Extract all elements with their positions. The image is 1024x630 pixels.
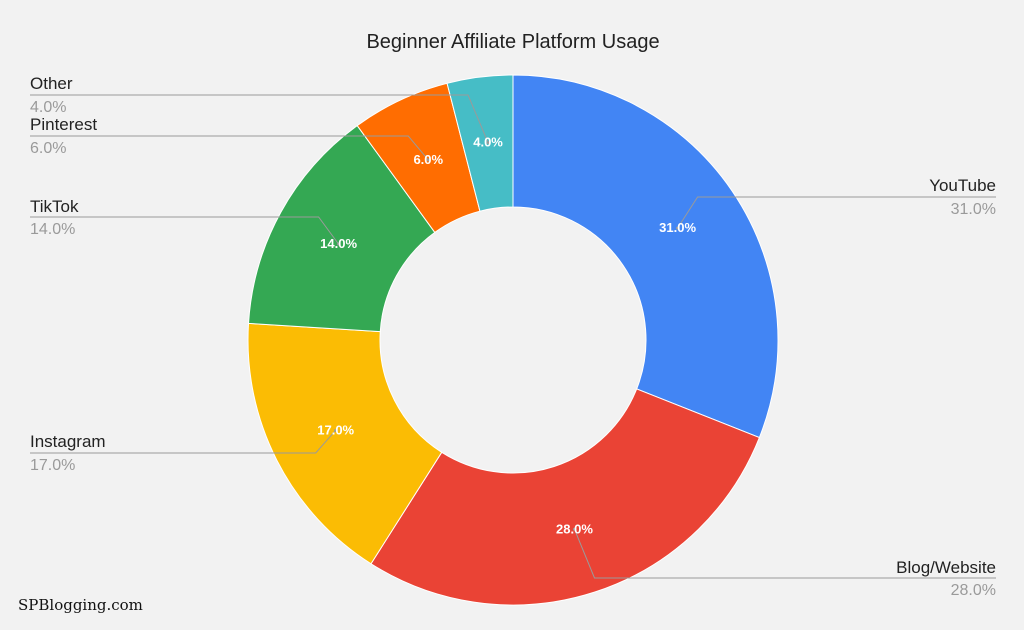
leader-lines-group <box>30 94 996 579</box>
outside-value-instagram: 17.0% <box>30 457 75 474</box>
slice-youtube[interactable] <box>512 74 779 439</box>
leader-line-youtube <box>677 196 996 229</box>
leader-line-tiktok <box>30 216 340 245</box>
labels-group: 31.0% YouTube 31.0% 28.0% Blog/Website 28.0% 1… <box>30 74 996 599</box>
outside-value-tiktok: 14.0% <box>30 221 75 238</box>
slice-value-label-instagram: 17.0% <box>317 422 354 437</box>
outside-label-pinterest: Pinterest <box>30 115 97 134</box>
slice-blog-website[interactable] <box>370 388 761 606</box>
slice-value-label-other: 4.0% <box>473 135 503 150</box>
outside-value-youtube: 31.0% <box>951 201 996 218</box>
slice-value-label-tiktok: 14.0% <box>320 236 357 251</box>
slice-instagram[interactable] <box>247 322 443 565</box>
watermark: SPBlogging.com <box>18 596 143 614</box>
slice-value-label-blog-website: 28.0% <box>556 521 593 536</box>
outside-label-blog-website: Blog/Website <box>896 558 996 577</box>
outside-label-youtube: YouTube <box>929 176 996 195</box>
outside-label-other: Other <box>30 74 73 93</box>
leader-line-instagram <box>30 430 337 454</box>
slice-value-label-pinterest: 6.0% <box>413 152 443 167</box>
leader-line-pinterest <box>30 135 429 161</box>
leader-line-other <box>30 94 489 143</box>
outside-label-instagram: Instagram <box>30 432 106 451</box>
outside-value-blog-website: 28.0% <box>951 582 996 599</box>
slice-value-label-youtube: 31.0% <box>659 220 696 235</box>
outside-label-tiktok: TikTok <box>30 197 79 216</box>
slice-tiktok[interactable] <box>247 124 436 333</box>
outside-value-pinterest: 6.0% <box>30 140 66 157</box>
leader-line-blog-website <box>574 529 996 579</box>
outside-value-other: 4.0% <box>30 99 66 116</box>
slice-other[interactable] <box>446 74 514 212</box>
chart-title: Beginner Affiliate Platform Usage <box>366 31 659 53</box>
slices-group <box>247 74 779 606</box>
